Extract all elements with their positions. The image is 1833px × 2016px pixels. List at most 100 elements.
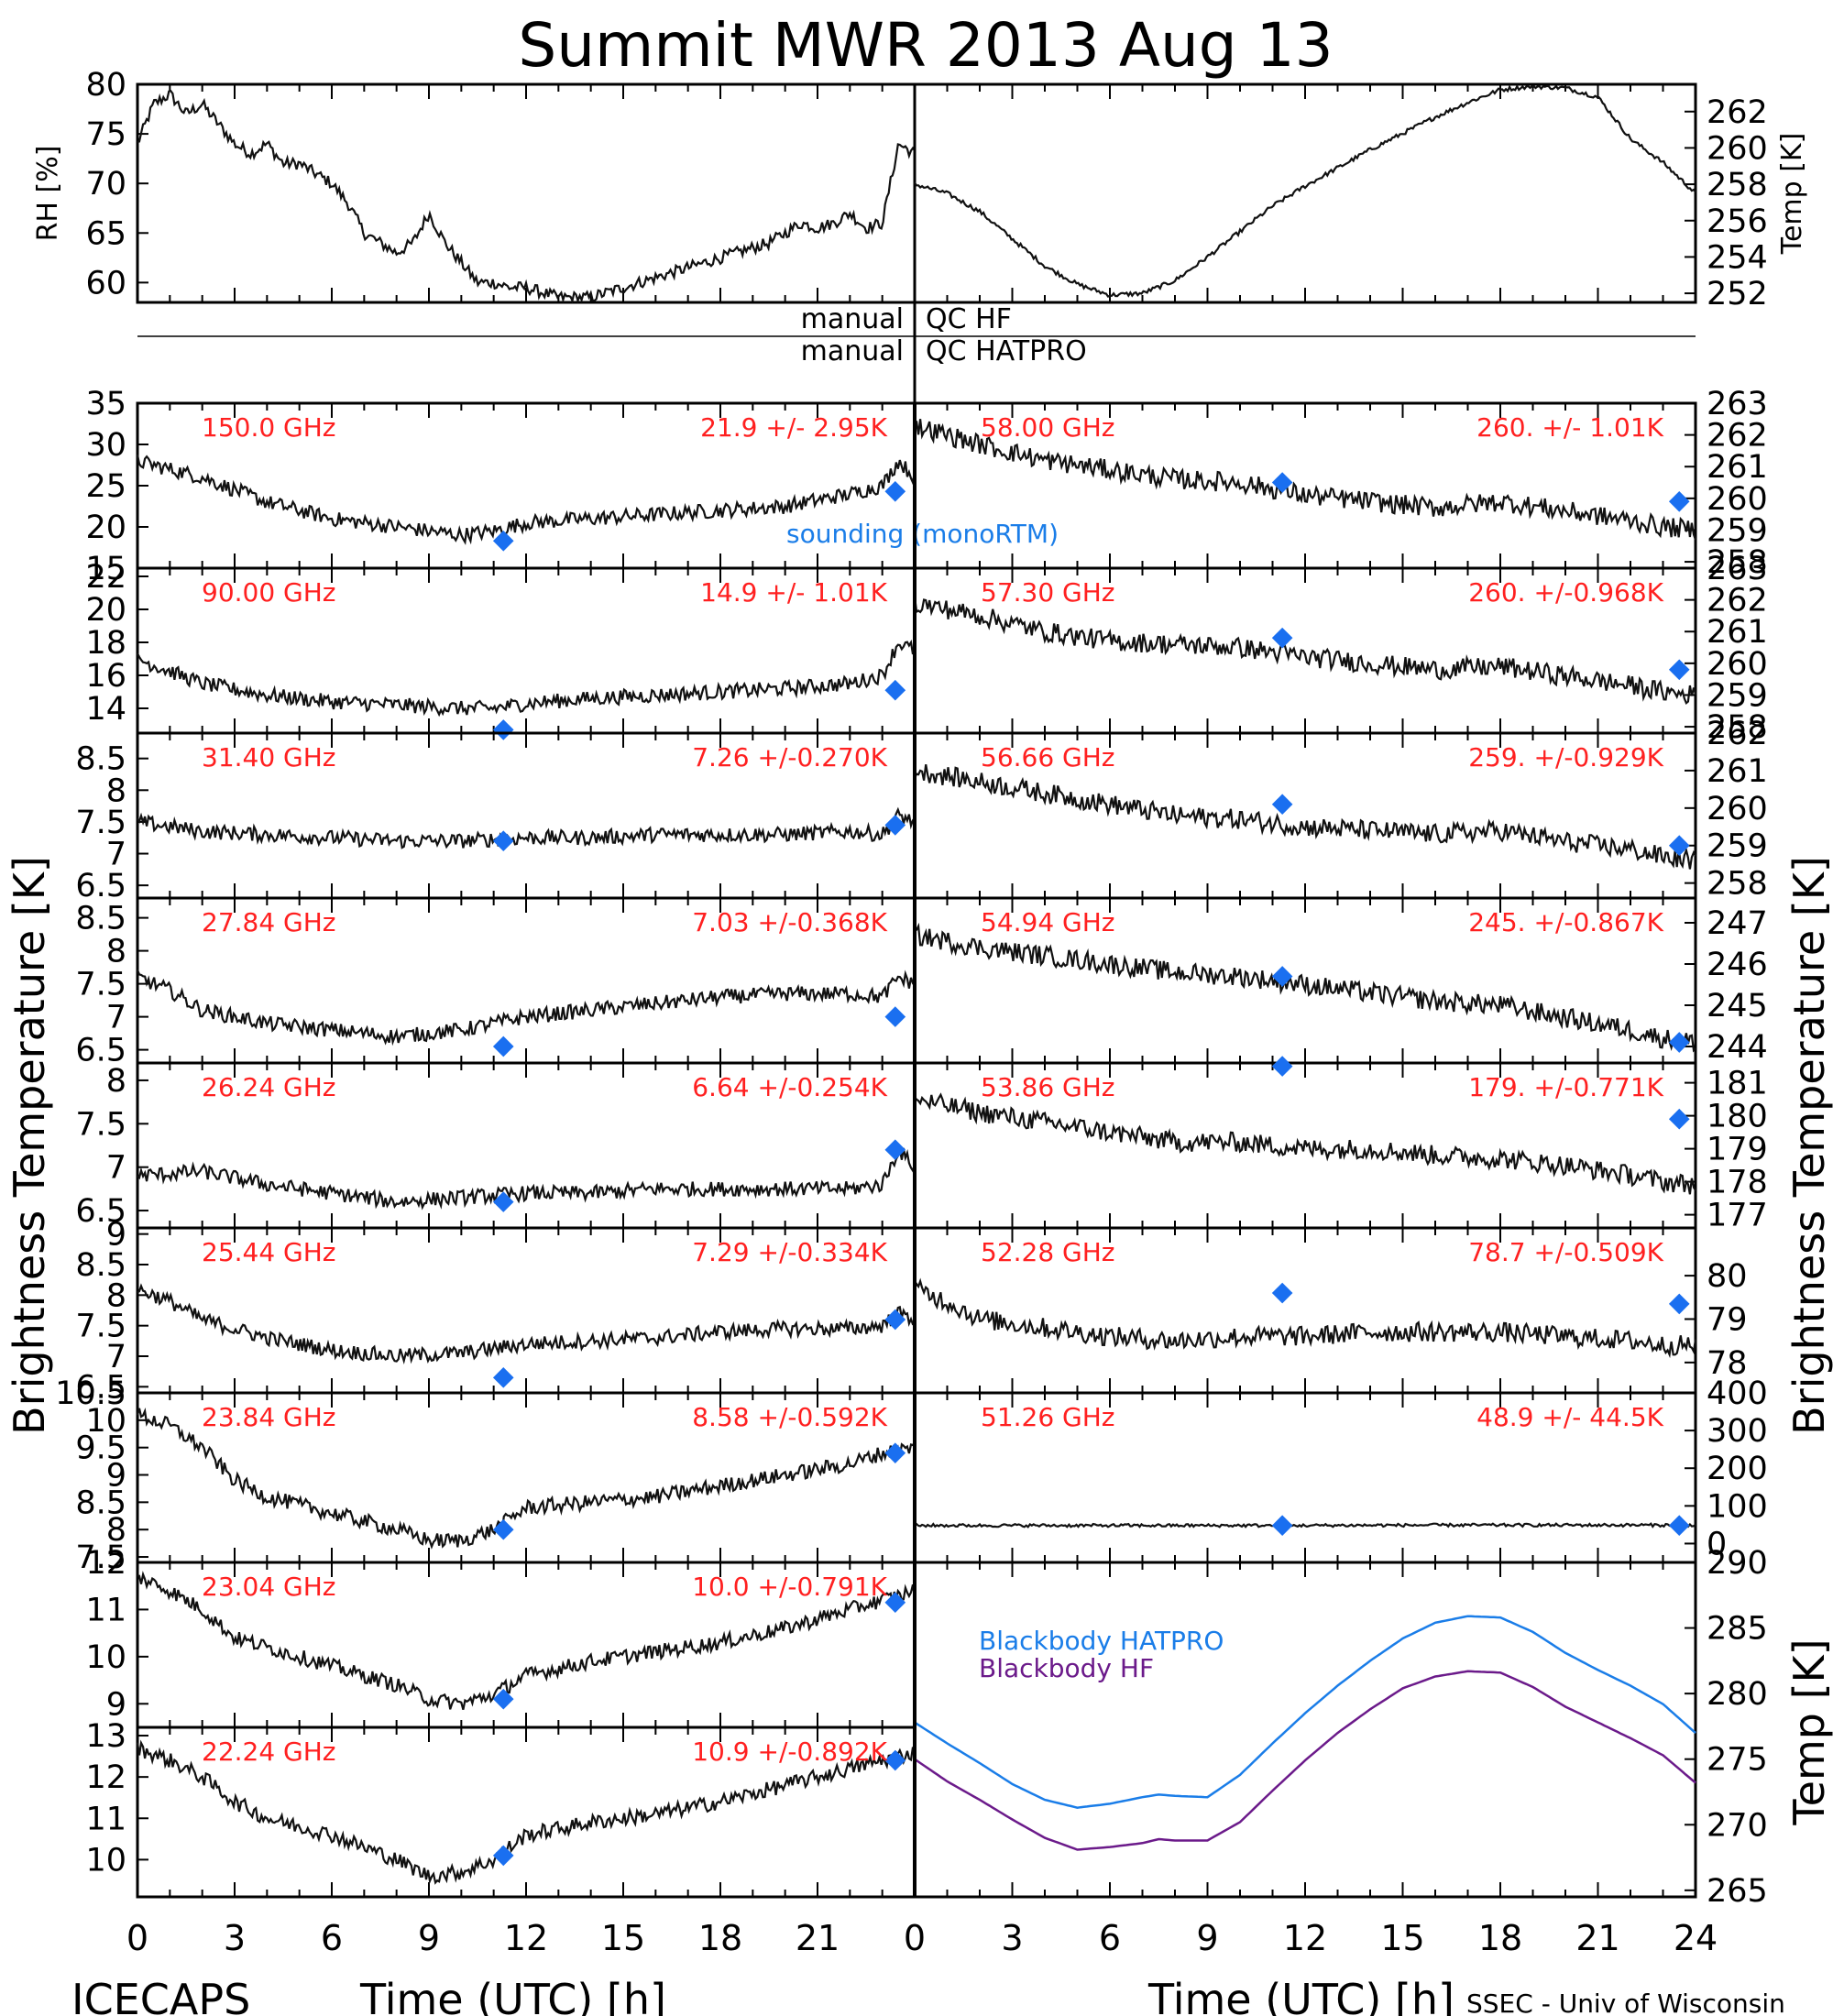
hf-7-sounding-point [492,1688,514,1710]
hf-4-ytick-label: 7 [106,1150,126,1187]
hatpro-4-ytick-label: 177 [1707,1198,1768,1234]
hatpro-5-stat-label: 78.7 +/-0.509K [1468,1237,1663,1267]
hatpro-0-ytick-label: 263 [1707,386,1768,422]
hf-5-ytick-label: 7.5 [75,1309,126,1345]
hatpro-6-ytick-label: 100 [1707,1488,1768,1525]
blackbody-legend-0: Blackbody HATPRO [979,1626,1224,1656]
hatpro-3-ytick-label: 244 [1707,1029,1768,1066]
hf-1-trace [137,639,916,718]
x-tick-label-right: 21 [1575,1918,1619,1958]
x-tick-label-right: 0 [904,1918,926,1958]
temp-ytick-label: 260 [1707,130,1768,167]
hf-2-sounding-point [884,815,906,836]
hf-6-ytick-label: 8.5 [75,1485,126,1521]
hatpro-0-ytick-label: 258 [1707,544,1768,581]
rh-trace [137,89,916,304]
hf-0-stat-label: 21.9 +/- 2.95K [700,412,887,443]
hatpro-1-ytick-label: 258 [1707,709,1768,746]
hf-7-panel: 9 10 11 12 23.04 GHz 10.0 +/-0.791K [85,1545,916,1729]
hf-5-ytick-label: 8.5 [75,1247,126,1284]
x-tick-label-right: 12 [1283,1918,1327,1958]
hf-5-trace [137,1283,916,1365]
hatpro-5-ytick-label: 79 [1707,1301,1748,1338]
hatpro-4-ytick-label: 179 [1707,1132,1768,1168]
temp-ytick-label: 258 [1707,167,1768,203]
hf-2-trace [137,806,916,849]
temp-frame [913,82,1697,304]
hf-4-sounding-point [884,1139,906,1161]
temp-ytick-label: 256 [1707,203,1768,240]
hatpro-4-sounding-point [1668,1108,1690,1130]
hf-1-freq-label: 90.00 GHz [202,577,336,608]
hf-2-sounding-point [492,830,514,852]
hatpro-1-stat-label: 260. +/-0.968K [1468,577,1663,608]
hatpro-1-sounding-point [1271,627,1293,649]
rh-ytick-label: 60 [85,265,126,301]
hf-7-freq-label: 23.04 GHz [202,1572,336,1602]
hatpro-2-ytick-label: 261 [1707,753,1768,790]
hatpro-5-freq-label: 52.28 GHz [981,1237,1115,1267]
x-tick-label-left: 6 [321,1918,343,1958]
hf-7-trace [137,1571,916,1710]
hatpro-6-freq-label: 51.26 GHz [981,1402,1115,1432]
hf-0-ytick-label: 20 [85,509,126,546]
hf-7-ytick-label: 9 [106,1686,126,1723]
blackbody-line-1 [914,1670,1696,1851]
hf-7-ytick-label: 11 [85,1592,126,1628]
hf-3-sounding-point [884,1006,906,1027]
hf-0-freq-label: 150.0 GHz [202,412,336,443]
hf-2-panel: 6.577.588.5 31.40 GHz 7.26 +/-0.270K [75,731,916,904]
hatpro-6-ytick-label: 200 [1707,1451,1768,1487]
hatpro-2-ytick-label: 260 [1707,791,1768,827]
hf-1-ytick-label: 18 [85,625,126,662]
hatpro-2-sounding-point [1271,794,1293,816]
blackbody-ytick-label: 290 [1707,1545,1768,1582]
hf-4-stat-label: 6.64 +/-0.254K [692,1072,887,1102]
hatpro-4-trace [914,1092,1696,1195]
hf-3-freq-label: 27.84 GHz [202,907,336,937]
hatpro-5-ytick-label: 80 [1707,1258,1748,1295]
x-tick-label-right: 15 [1380,1918,1424,1958]
blackbody-panel: 265 270 275 280 285 290 Blackbody HATPROBlackb… [913,1545,1833,1910]
hf-3-sounding-point [492,1035,514,1057]
hf-6-stat-label: 8.58 +/-0.592K [692,1402,887,1432]
hf-6-freq-label: 23.84 GHz [202,1402,336,1432]
hatpro-0-sounding-point [1271,472,1293,493]
hatpro-1-freq-label: 57.30 GHz [981,577,1115,608]
temp-ytick-label: 252 [1707,276,1768,312]
time-axes: 0 3 6 9 12 15 18 21 0 3 6 9 12 15 18 21 24 [126,403,1718,1958]
hf-7-ytick-label: 12 [85,1545,126,1582]
hatpro-5-sounding-point [1668,1293,1690,1315]
hf-2-ytick-label: 6.5 [75,868,126,904]
hf-5-panel: 6.577.588.59 25.44 GHz 7.29 +/-0.334K [75,1217,916,1406]
hf-0-ytick-label: 35 [85,386,126,422]
hf-2-ytick-label: 7.5 [75,805,126,841]
hf-4-trace [137,1147,916,1211]
x-tick-label-left: 9 [418,1918,440,1958]
hf-6-ytick-label: 9 [106,1458,126,1495]
x-tick-label-right: 9 [1196,1918,1218,1958]
sounding-legend-label: sounding (monoRTM) [786,519,1059,549]
hf-4-ytick-label: 6.5 [75,1193,126,1230]
chart-title: Summit MWR 2013 Aug 13 [518,10,1333,81]
hf-6-ytick-label: 9.5 [75,1430,126,1467]
hf-3-ytick-label: 7 [106,1000,126,1036]
hatpro-0-sounding-point [1668,490,1690,512]
hf-6-trace [136,1408,916,1550]
hatpro-4-freq-label: 53.86 GHz [981,1072,1115,1102]
hf-1-stat-label: 14.9 +/- 1.01K [700,577,887,608]
rh-ytick-label: 65 [85,215,126,252]
hatpro-6-trace [914,1522,1696,1528]
hatpro-6-ytick-label: 300 [1707,1413,1768,1450]
hatpro-6-sounding-point [1271,1515,1293,1537]
hatpro-6-ytick-label: 0 [1707,1526,1727,1562]
hf-6-ytick-label: 10 [85,1403,126,1440]
blackbody-ytick-label: 265 [1707,1873,1768,1910]
hf-4-ytick-label: 8 [106,1063,126,1100]
hf-7-stat-label: 10.0 +/-0.791K [692,1572,887,1602]
x-tick-label-left: 12 [504,1918,548,1958]
blackbody-ylabel: Temp [K] [1784,1638,1833,1825]
hf-8-ytick-label: 12 [85,1759,126,1796]
hatpro-3-freq-label: 54.94 GHz [981,907,1115,937]
